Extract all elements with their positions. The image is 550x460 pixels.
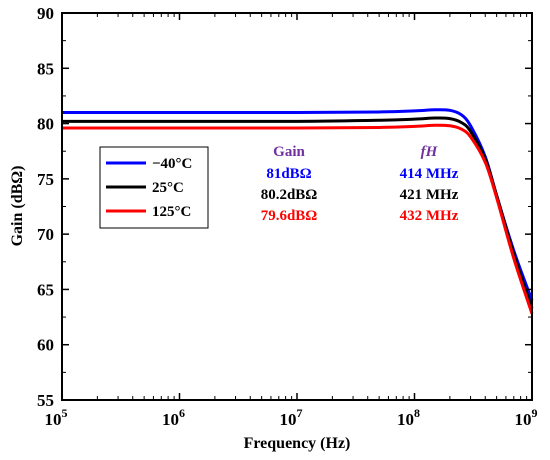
fh-value-1: 414 MHz [400, 166, 459, 182]
y-tick-label: 80 [37, 115, 54, 134]
annotation-table: Gain fH 81dBΩ 414 MHz 80.2dBΩ 421 MHz 79… [261, 144, 459, 224]
series-line-3 [61, 123, 534, 315]
gain-value-2: 80.2dBΩ [261, 187, 318, 203]
gain-value-1: 81dBΩ [266, 166, 311, 182]
y-tick-label: 90 [37, 4, 54, 23]
x-axis-title: Frequency (Hz) [244, 435, 351, 452]
x-tick-label: 106 [162, 406, 185, 429]
axis-ticks [61, 12, 533, 401]
gain-header: Gain [273, 144, 305, 160]
legend-label-2: 25°C [152, 180, 184, 196]
legend-label-3: 125°C [152, 204, 191, 220]
x-tick-label: 107 [280, 406, 303, 429]
gain-value-3: 79.6dBΩ [261, 208, 318, 224]
y-tick-label: 85 [37, 59, 54, 78]
legend-label-1: −40°C [152, 156, 192, 172]
x-tick-label: 108 [397, 406, 420, 429]
x-tick-label: 109 [515, 406, 538, 429]
y-tick-label: 60 [37, 336, 54, 355]
y-tick-labels: 55 60 65 70 75 80 85 90 [37, 4, 54, 410]
legend: −40°C 25°C 125°C [99, 146, 209, 229]
y-tick-label: 65 [37, 280, 54, 299]
y-axis-title: Gain (dBΩ) [9, 166, 26, 247]
x-tick-labels: 105 106 107 108 109 [45, 406, 538, 429]
x-tick-label: 105 [45, 406, 68, 429]
y-tick-label: 55 [37, 391, 54, 410]
fh-value-3: 432 MHz [400, 208, 459, 224]
y-tick-label: 75 [37, 170, 54, 189]
fh-header: fH [421, 144, 439, 160]
y-tick-label: 70 [37, 225, 54, 244]
fh-value-2: 421 MHz [400, 187, 459, 203]
series-curves [61, 108, 534, 315]
